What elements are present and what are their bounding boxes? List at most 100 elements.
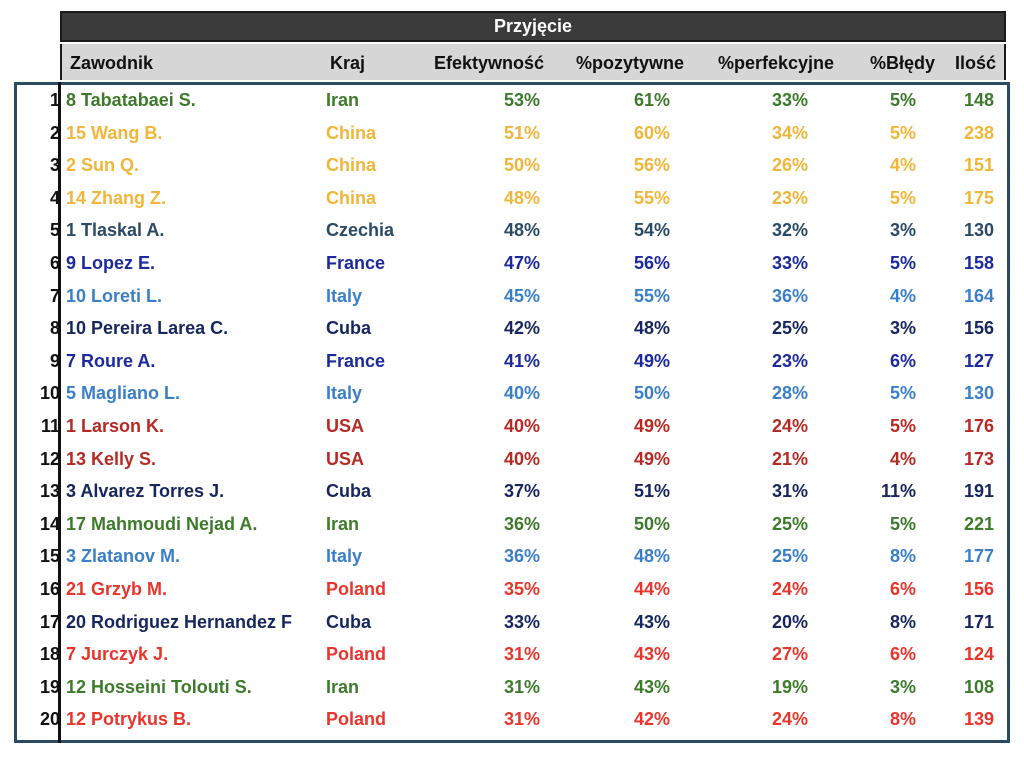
rank-separator bbox=[58, 82, 61, 743]
row-country: Italy bbox=[326, 285, 363, 306]
row-positive: 43% bbox=[633, 644, 670, 665]
row-rank: 6 bbox=[49, 253, 60, 273]
row-perfect: 24% bbox=[771, 579, 808, 599]
row-efficiency: 45% bbox=[503, 285, 540, 306]
row-efficiency: 31% bbox=[503, 676, 540, 697]
row-positive: 48% bbox=[633, 318, 670, 339]
row-positive: 61% bbox=[633, 90, 670, 110]
row-positive: 56% bbox=[633, 155, 670, 176]
row-name: 17 Mahmoudi Nejad A. bbox=[66, 513, 258, 534]
row-count: 175 bbox=[963, 187, 994, 208]
row-perfect: 25% bbox=[771, 546, 808, 567]
row-perfect: 20% bbox=[771, 611, 808, 632]
row-errors: 5% bbox=[889, 187, 916, 208]
row-rank: 1 bbox=[49, 90, 60, 110]
row-count: 108 bbox=[963, 676, 994, 697]
table-row: 15 3 Zlatanov M. Italy 36% 48% 25% 8% 177 bbox=[14, 540, 1010, 572]
row-country: France bbox=[326, 253, 386, 273]
row-positive: 49% bbox=[633, 448, 670, 469]
row-country: Cuba bbox=[326, 481, 371, 502]
row-perfect: 21% bbox=[771, 448, 808, 469]
row-count: 191 bbox=[963, 481, 994, 502]
row-count: 127 bbox=[963, 350, 994, 371]
table-row: 18 7 Jurczyk J. Poland 31% 43% 27% 6% 124 bbox=[14, 638, 1010, 670]
row-errors: 5% bbox=[889, 90, 916, 110]
table-row: 19 12 Hosseini Tolouti S. Iran 31% 43% 19% 3% 1… bbox=[14, 671, 1010, 703]
row-rank: 10 bbox=[39, 383, 60, 404]
row-errors: 5% bbox=[889, 383, 916, 404]
row-efficiency: 48% bbox=[503, 220, 540, 241]
row-rank: 12 bbox=[39, 448, 60, 469]
row-positive: 44% bbox=[633, 579, 670, 599]
row-country: Italy bbox=[326, 546, 363, 567]
row-perfect: 27% bbox=[771, 644, 808, 665]
header-efficiency: Efektywność bbox=[434, 53, 545, 73]
row-name: 9 Lopez E. bbox=[66, 253, 156, 273]
row-country: Italy bbox=[326, 383, 363, 404]
table-row: 17 20 Rodriguez Hernandez F Cuba 33% 43% 20% 8… bbox=[14, 606, 1010, 638]
row-perfect: 24% bbox=[771, 416, 808, 436]
row-positive: 50% bbox=[633, 383, 670, 404]
row-errors: 5% bbox=[889, 416, 916, 436]
row-efficiency: 35% bbox=[503, 579, 540, 599]
row-perfect: 36% bbox=[771, 285, 808, 306]
row-rank: 14 bbox=[39, 513, 60, 534]
row-name: 10 Pereira Larea C. bbox=[66, 318, 229, 339]
row-name: 13 Kelly S. bbox=[66, 448, 157, 469]
row-count: 156 bbox=[963, 579, 994, 599]
row-efficiency: 36% bbox=[503, 546, 540, 567]
row-positive: 43% bbox=[633, 611, 670, 632]
row-perfect: 23% bbox=[771, 350, 808, 371]
row-name: 7 Roure A. bbox=[66, 350, 156, 371]
row-country: Cuba bbox=[326, 318, 371, 339]
row-count: 151 bbox=[963, 155, 994, 176]
row-errors: 4% bbox=[889, 448, 916, 469]
row-country: Iran bbox=[326, 676, 360, 697]
row-country: USA bbox=[326, 416, 365, 436]
row-name: 20 Rodriguez Hernandez F bbox=[66, 611, 293, 632]
row-country: Iran bbox=[326, 90, 360, 110]
row-count: 171 bbox=[963, 611, 994, 632]
table-row: 14 17 Mahmoudi Nejad A. Iran 36% 50% 25% 5% 221 bbox=[14, 508, 1010, 540]
row-name: 3 Alvarez Torres J. bbox=[66, 481, 225, 502]
row-errors: 4% bbox=[889, 155, 916, 176]
row-positive: 48% bbox=[633, 546, 670, 567]
row-efficiency: 31% bbox=[503, 709, 540, 730]
row-name: 5 Magliano L. bbox=[66, 383, 181, 404]
row-name: 21 Grzyb M. bbox=[66, 579, 168, 599]
header-positive: %pozytywne bbox=[576, 53, 685, 73]
table-title-text: Przyjęcie bbox=[493, 16, 573, 36]
row-errors: 8% bbox=[889, 546, 916, 567]
row-name: 12 Potrykus B. bbox=[66, 709, 192, 730]
row-positive: 51% bbox=[633, 481, 670, 502]
row-efficiency: 40% bbox=[503, 383, 540, 404]
row-name: 8 Tabatabaei S. bbox=[66, 90, 196, 110]
row-perfect: 25% bbox=[771, 513, 808, 534]
table-row: 6 9 Lopez E. France 47% 56% 33% 5% 158 bbox=[14, 247, 1010, 279]
table-row: 2 15 Wang B. China 51% 60% 34% 5% 238 bbox=[14, 117, 1010, 149]
row-efficiency: 48% bbox=[503, 187, 540, 208]
row-perfect: 19% bbox=[771, 676, 808, 697]
row-name: 1 Larson K. bbox=[66, 416, 165, 436]
row-rank: 19 bbox=[39, 676, 60, 697]
row-perfect: 25% bbox=[771, 318, 808, 339]
row-positive: 49% bbox=[633, 350, 670, 371]
row-rank: 4 bbox=[49, 187, 60, 208]
row-errors: 8% bbox=[889, 611, 916, 632]
row-errors: 5% bbox=[889, 122, 916, 143]
row-efficiency: 51% bbox=[503, 122, 540, 143]
row-perfect: 33% bbox=[771, 253, 808, 273]
row-perfect: 32% bbox=[771, 220, 808, 241]
header-perfect: %perfekcyjne bbox=[718, 53, 835, 73]
header-name: Zawodnik bbox=[70, 53, 154, 73]
row-count: 221 bbox=[963, 513, 994, 534]
header-country: Kraj bbox=[330, 53, 366, 73]
row-positive: 55% bbox=[633, 285, 670, 306]
row-name: 14 Zhang Z. bbox=[66, 187, 167, 208]
table-row: 12 13 Kelly S. USA 40% 49% 21% 4% 173 bbox=[14, 443, 1010, 475]
row-name: 2 Sun Q. bbox=[66, 155, 140, 176]
row-country: Poland bbox=[326, 644, 387, 665]
row-count: 148 bbox=[963, 90, 994, 110]
row-count: 130 bbox=[963, 220, 994, 241]
